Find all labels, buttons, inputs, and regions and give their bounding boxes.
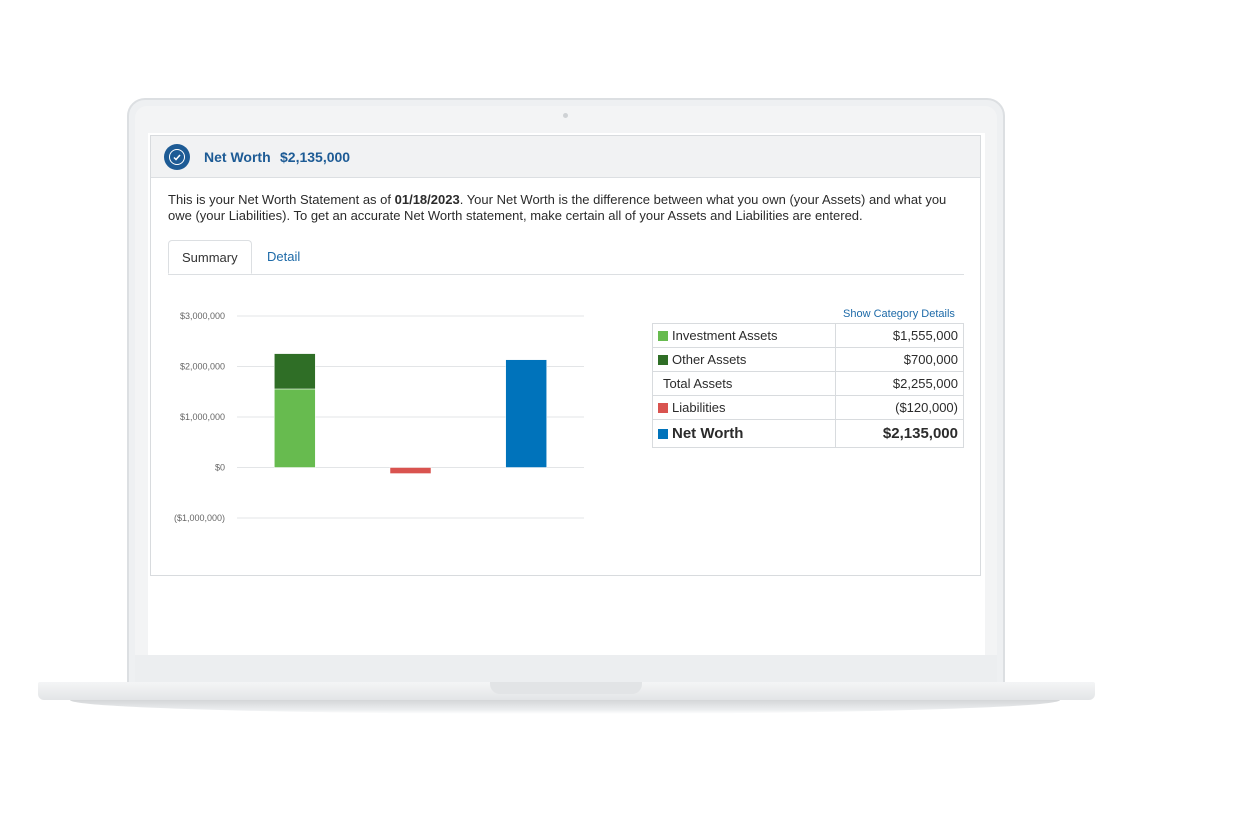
legend-value: ($120,000) bbox=[835, 395, 964, 420]
laptop-base-shadow bbox=[70, 700, 1060, 714]
intro-text-after: . Your Net Worth is the difference betwe… bbox=[168, 192, 947, 223]
legend-value: $2,135,000 bbox=[835, 419, 964, 448]
y-tick-label: $1,000,000 bbox=[180, 412, 225, 422]
legend-label: Investment Assets bbox=[672, 328, 778, 343]
net-worth-panel: Net Worth $2,135,000 This is your Net Wo… bbox=[150, 135, 981, 576]
other-assets-swatch bbox=[658, 355, 668, 365]
laptop-bottom-bezel bbox=[135, 655, 997, 682]
check-circle-icon bbox=[164, 144, 190, 170]
legend-label: Other Assets bbox=[672, 352, 747, 367]
laptop-notch bbox=[490, 682, 642, 694]
investment-assets-swatch bbox=[658, 331, 668, 341]
legend-value: $1,555,000 bbox=[835, 323, 964, 348]
show-category-details-link[interactable]: Show Category Details bbox=[843, 308, 955, 320]
tab-summary[interactable]: Summary bbox=[168, 240, 252, 274]
y-tick-label: ($1,000,000) bbox=[174, 513, 225, 523]
y-tick-label: $2,000,000 bbox=[180, 362, 225, 372]
legend-label: Total Assets bbox=[663, 376, 733, 391]
legend-row-net-worth: Net Worth $2,135,000 bbox=[652, 419, 964, 448]
legend-row-investment-assets: Investment Assets $1,555,000 bbox=[652, 323, 964, 348]
intro-text-before: This is your Net Worth Statement as of bbox=[168, 192, 395, 207]
legend-row-total-assets: Total Assets $2,255,000 bbox=[652, 371, 964, 396]
legend-value: $2,255,000 bbox=[835, 371, 964, 396]
legend-label: Liabilities bbox=[672, 400, 726, 415]
bar-net-worth[interactable] bbox=[505, 359, 547, 468]
camera-icon bbox=[563, 113, 568, 118]
bar-investment-assets[interactable] bbox=[274, 388, 316, 468]
y-tick-label: $0 bbox=[215, 463, 225, 473]
tab-bar: Summary Detail bbox=[168, 240, 964, 275]
legend-table: Investment Assets $1,555,000 Other Asset… bbox=[652, 323, 964, 448]
panel-header: Net Worth $2,135,000 bbox=[151, 136, 980, 178]
header-title: Net Worth bbox=[204, 149, 271, 165]
bar-liabilities[interactable] bbox=[389, 467, 432, 474]
legend-row-other-assets: Other Assets $700,000 bbox=[652, 347, 964, 372]
liabilities-swatch bbox=[658, 403, 668, 413]
tab-detail[interactable]: Detail bbox=[267, 249, 301, 264]
y-tick-label: $3,000,000 bbox=[180, 311, 225, 321]
legend-row-liabilities: Liabilities ($120,000) bbox=[652, 395, 964, 420]
header-net-worth-value: $2,135,000 bbox=[280, 149, 351, 165]
statement-date: 01/18/2023 bbox=[394, 192, 460, 207]
chart-svg: $3,000,000 $2,000,000 $1,000,000 $0 ($1,000,… bbox=[174, 311, 584, 523]
bar-other-assets[interactable] bbox=[274, 353, 316, 390]
laptop-screen: Net Worth $2,135,000 This is your Net Wo… bbox=[148, 133, 985, 655]
intro-text: This is your Net Worth Statement as of 0… bbox=[168, 192, 968, 224]
net-worth-swatch bbox=[658, 429, 668, 439]
net-worth-chart: $3,000,000 $2,000,000 $1,000,000 $0 ($1,000,… bbox=[159, 296, 599, 536]
legend-value: $700,000 bbox=[835, 347, 964, 372]
legend-label: Net Worth bbox=[672, 425, 744, 442]
